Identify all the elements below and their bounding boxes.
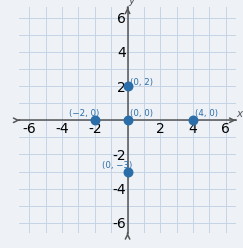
Point	[126, 118, 130, 122]
Text: (4, 0): (4, 0)	[195, 109, 218, 118]
Point	[93, 118, 97, 122]
Text: (0, 0): (0, 0)	[130, 109, 153, 118]
Point	[126, 84, 130, 88]
Point	[191, 118, 195, 122]
Text: (−2, 0): (−2, 0)	[69, 109, 99, 118]
Text: (0, −3): (0, −3)	[102, 160, 132, 170]
Text: x: x	[236, 109, 243, 119]
Text: (0, 2): (0, 2)	[130, 78, 153, 87]
Point	[126, 170, 130, 174]
Text: y: y	[129, 0, 135, 6]
